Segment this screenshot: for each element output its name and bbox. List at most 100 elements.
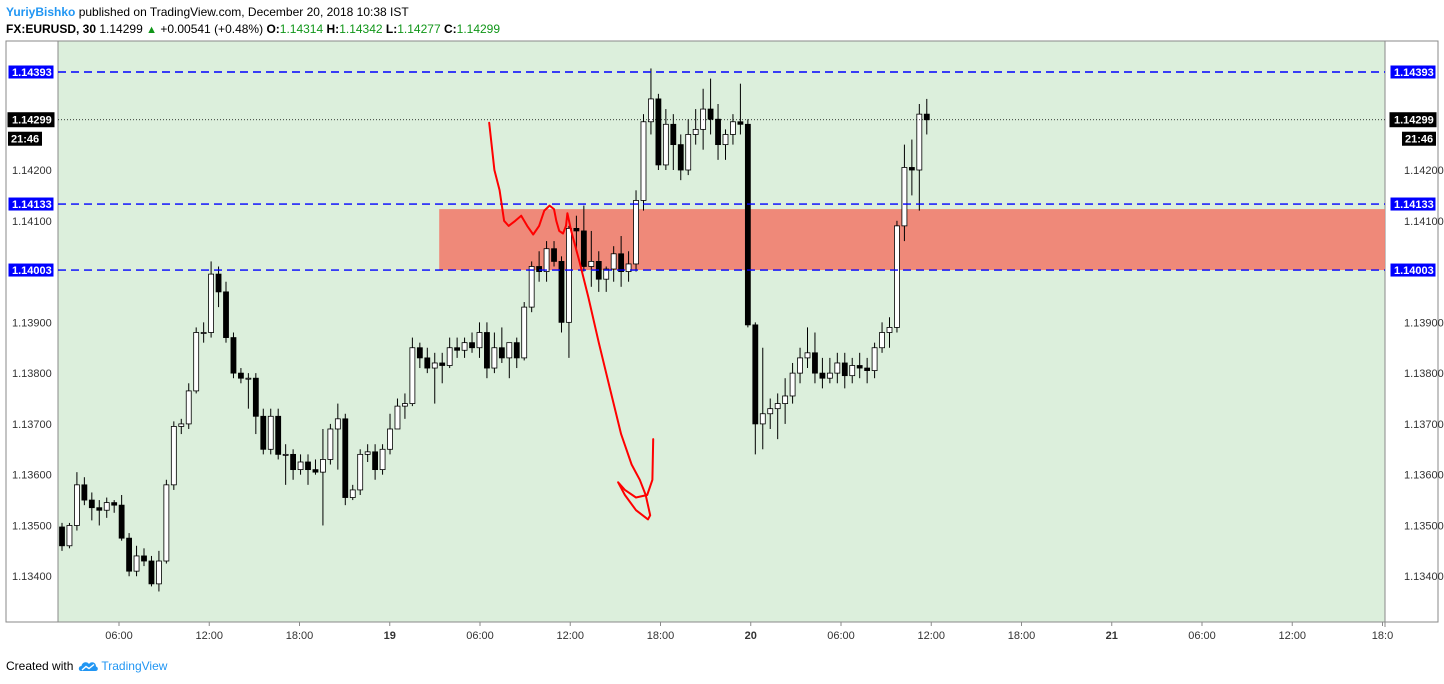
candle[interactable]	[103, 497, 110, 518]
candle[interactable]	[66, 522, 73, 549]
candle[interactable]	[491, 332, 498, 374]
candle[interactable]	[879, 322, 885, 353]
candle[interactable]	[797, 347, 803, 384]
candle[interactable]	[402, 393, 408, 419]
candle[interactable]	[178, 418, 185, 435]
candle[interactable]	[580, 205, 587, 272]
author-link[interactable]: YuriyBishko	[6, 5, 76, 19]
candle[interactable]	[871, 342, 878, 379]
candle[interactable]	[566, 225, 572, 358]
plot-background[interactable]	[57, 40, 1386, 623]
tradingview-link[interactable]: TradingView	[77, 659, 167, 673]
candle[interactable]	[260, 408, 267, 455]
candle[interactable]	[767, 398, 774, 429]
candle[interactable]	[923, 98, 930, 135]
candle[interactable]	[439, 352, 446, 384]
candle[interactable]	[476, 322, 483, 358]
candle[interactable]	[267, 408, 274, 455]
candle[interactable]	[454, 337, 461, 358]
candle[interactable]	[782, 378, 789, 424]
candle[interactable]	[96, 500, 103, 526]
candle[interactable]	[677, 134, 684, 181]
candle[interactable]	[744, 119, 751, 328]
candle[interactable]	[707, 78, 714, 135]
candle[interactable]	[208, 261, 215, 338]
candle[interactable]	[215, 266, 222, 308]
forecast-drawing[interactable]	[488, 121, 655, 521]
candle[interactable]	[558, 256, 565, 333]
candle[interactable]	[275, 408, 282, 460]
candle[interactable]	[610, 246, 617, 282]
candle[interactable]	[819, 357, 826, 389]
candle[interactable]	[625, 251, 632, 282]
candle[interactable]	[200, 322, 207, 343]
candle[interactable]	[193, 327, 200, 394]
candle[interactable]	[655, 93, 662, 171]
plot-area[interactable]	[5, 40, 1439, 627]
candle[interactable]	[484, 322, 490, 379]
candle[interactable]	[409, 337, 416, 407]
candle[interactable]	[252, 373, 259, 435]
candle[interactable]	[133, 545, 140, 577]
candle[interactable]	[774, 393, 781, 440]
candle[interactable]	[700, 88, 707, 150]
candle[interactable]	[245, 373, 252, 409]
candle[interactable]	[349, 484, 356, 501]
candle[interactable]	[528, 261, 535, 313]
candle[interactable]	[826, 357, 833, 384]
candle[interactable]	[81, 477, 88, 506]
candle[interactable]	[849, 357, 856, 384]
candle[interactable]	[513, 337, 520, 369]
candle[interactable]	[424, 347, 431, 374]
candle[interactable]	[156, 550, 162, 592]
candle[interactable]	[148, 555, 155, 587]
candle[interactable]	[551, 241, 557, 267]
candle[interactable]	[662, 109, 669, 171]
candle[interactable]	[633, 190, 639, 272]
candle[interactable]	[141, 548, 147, 567]
candle[interactable]	[431, 352, 438, 404]
candle[interactable]	[618, 236, 625, 287]
candle[interactable]	[737, 83, 744, 135]
candle[interactable]	[230, 332, 237, 379]
candle[interactable]	[841, 352, 848, 389]
candle[interactable]	[543, 241, 550, 282]
candle[interactable]	[357, 449, 364, 495]
candle[interactable]	[379, 444, 386, 475]
candle[interactable]	[573, 215, 580, 252]
candle[interactable]	[126, 533, 132, 577]
candle[interactable]	[804, 327, 811, 369]
candle[interactable]	[334, 403, 341, 470]
candle[interactable]	[834, 352, 841, 384]
candle[interactable]	[789, 362, 796, 404]
candle[interactable]	[88, 492, 95, 521]
candle[interactable]	[170, 421, 177, 490]
candle[interactable]	[901, 144, 908, 242]
candle[interactable]	[648, 68, 654, 135]
candle[interactable]	[759, 347, 766, 450]
candle[interactable]	[916, 103, 923, 211]
candle[interactable]	[111, 500, 118, 513]
candle[interactable]	[372, 444, 379, 480]
candle[interactable]	[223, 281, 229, 343]
candle[interactable]	[185, 383, 192, 429]
candle[interactable]	[282, 444, 289, 485]
candle[interactable]	[521, 302, 528, 361]
candle[interactable]	[238, 368, 244, 384]
candle[interactable]	[752, 322, 759, 455]
candle[interactable]	[446, 337, 453, 369]
candle[interactable]	[320, 428, 326, 526]
candle[interactable]	[722, 129, 729, 160]
candle[interactable]	[59, 522, 65, 551]
candle[interactable]	[692, 109, 699, 145]
candle[interactable]	[327, 423, 334, 465]
candle[interactable]	[163, 479, 170, 564]
candle[interactable]	[685, 119, 692, 176]
candle[interactable]	[461, 337, 468, 358]
candle[interactable]	[640, 114, 647, 211]
candle[interactable]	[536, 251, 543, 282]
candle[interactable]	[342, 413, 349, 506]
candle[interactable]	[588, 230, 595, 287]
candle[interactable]	[118, 494, 125, 541]
